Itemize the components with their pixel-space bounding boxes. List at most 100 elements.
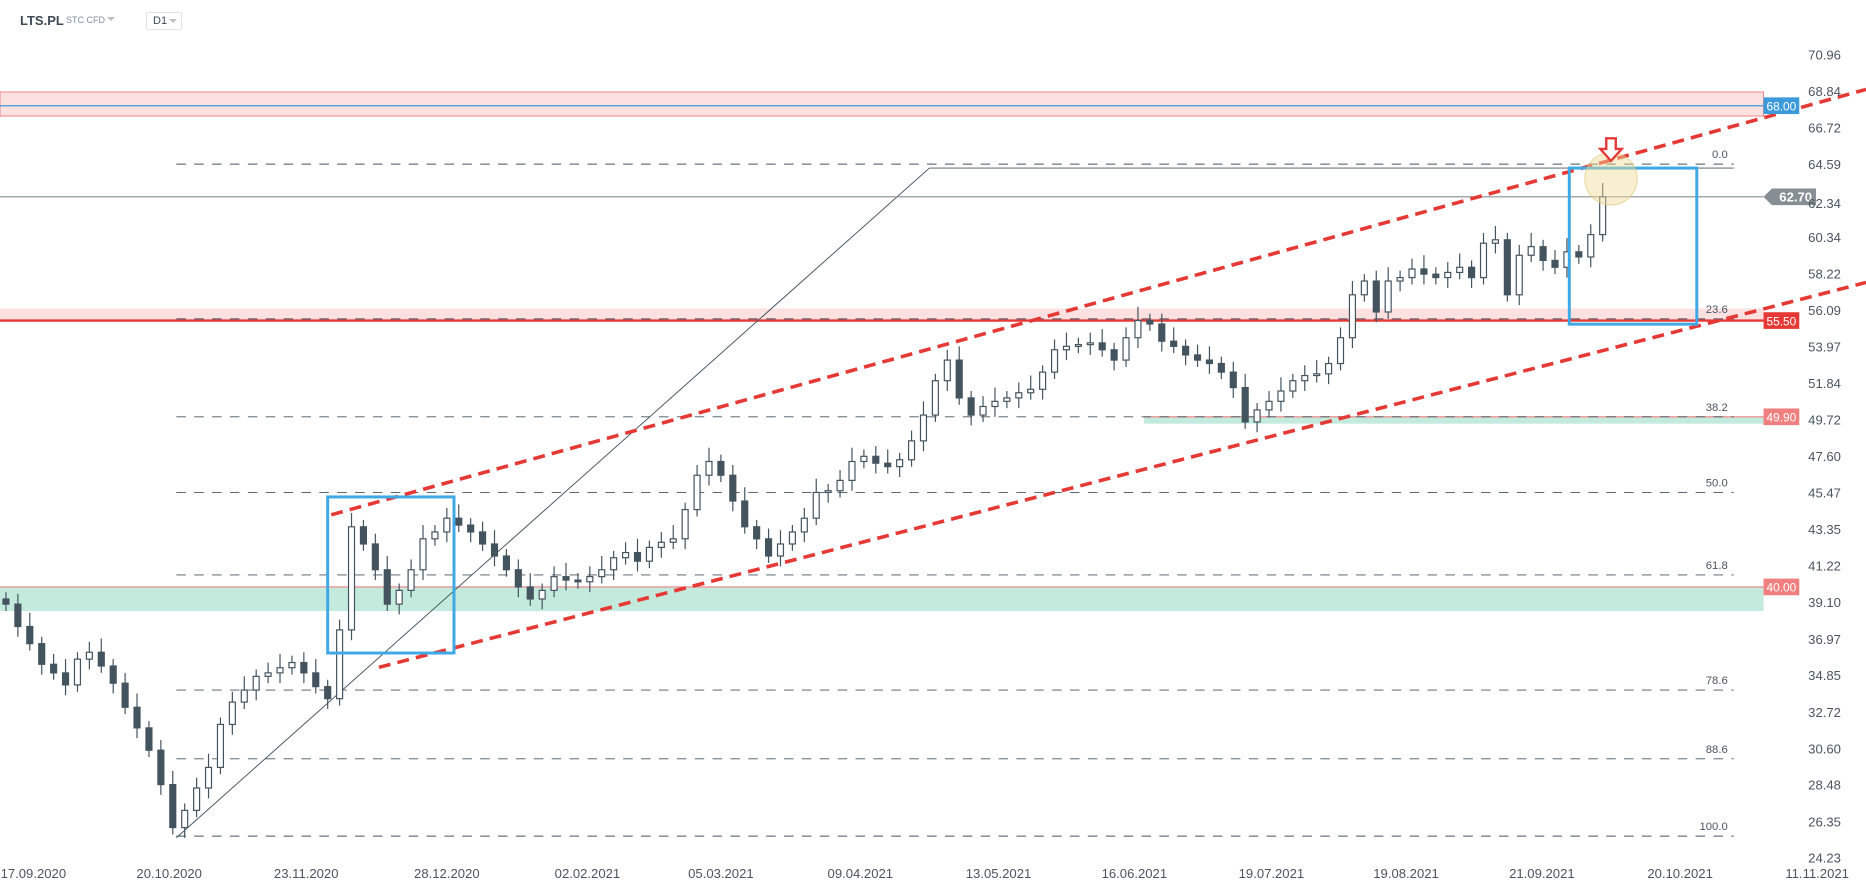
candle[interactable] [884, 449, 892, 474]
candle[interactable] [1241, 373, 1249, 429]
candle[interactable] [431, 525, 439, 546]
candle[interactable] [252, 669, 260, 701]
candle[interactable] [157, 739, 165, 795]
candle[interactable] [622, 542, 630, 565]
candle[interactable] [1313, 360, 1321, 383]
candle[interactable] [919, 401, 928, 452]
candle[interactable] [1170, 327, 1178, 354]
candle[interactable] [836, 470, 844, 498]
candle[interactable] [991, 387, 999, 417]
candle[interactable] [526, 573, 534, 606]
candle[interactable] [967, 391, 975, 426]
candle[interactable] [1325, 356, 1333, 385]
candle[interactable] [1110, 342, 1118, 371]
candle[interactable] [395, 583, 403, 615]
instrument-type[interactable]: STC CFD [66, 15, 105, 25]
candle[interactable] [598, 556, 606, 584]
candle[interactable] [97, 638, 105, 673]
candle[interactable] [860, 449, 868, 469]
candle[interactable] [538, 583, 546, 610]
candle[interactable] [1027, 375, 1035, 400]
candle[interactable] [336, 619, 344, 706]
timeframe-select[interactable]: D1 [146, 12, 182, 30]
candle[interactable] [955, 346, 963, 405]
candle[interactable] [1348, 281, 1357, 349]
candle[interactable] [896, 452, 904, 477]
candle[interactable] [1229, 361, 1237, 398]
candle[interactable] [1551, 250, 1559, 275]
highlight-box-right[interactable] [1567, 166, 1699, 326]
candle[interactable] [312, 659, 320, 694]
candle[interactable] [657, 531, 665, 558]
candle[interactable] [1122, 327, 1130, 367]
candle[interactable] [490, 530, 499, 567]
candle[interactable] [383, 556, 391, 612]
candle[interactable] [181, 803, 189, 838]
candle[interactable] [288, 655, 296, 675]
candle[interactable] [1134, 306, 1142, 349]
candle[interactable] [800, 507, 808, 543]
candle[interactable] [1265, 391, 1273, 417]
candle[interactable] [2, 592, 10, 612]
highlight-box-left[interactable] [326, 495, 456, 655]
candle[interactable] [514, 559, 522, 598]
candle[interactable] [848, 447, 856, 491]
candle[interactable] [1289, 373, 1297, 398]
candle[interactable] [371, 533, 379, 581]
candle[interactable] [1515, 244, 1523, 306]
candle[interactable] [145, 720, 153, 758]
candle[interactable] [169, 770, 177, 835]
candle[interactable] [1384, 267, 1392, 319]
candle[interactable] [788, 525, 796, 551]
candle[interactable] [443, 507, 451, 543]
candle[interactable] [455, 504, 463, 532]
candle[interactable] [705, 447, 713, 486]
candle[interactable] [324, 679, 332, 709]
candle[interactable] [681, 502, 689, 550]
candle[interactable] [479, 521, 487, 551]
candle[interactable] [264, 662, 272, 684]
candle[interactable] [1003, 391, 1011, 409]
candle[interactable] [1527, 232, 1535, 263]
channel-upper-line[interactable] [330, 87, 1866, 517]
candle[interactable] [872, 446, 880, 474]
candle[interactable] [240, 676, 248, 709]
candle[interactable] [633, 538, 642, 572]
candle[interactable] [943, 349, 951, 392]
candle[interactable] [204, 753, 213, 799]
candle[interactable] [1491, 226, 1499, 254]
channel-lower-line[interactable] [378, 280, 1866, 670]
candle[interactable] [359, 519, 368, 551]
candle[interactable] [1539, 239, 1547, 271]
candle[interactable] [1217, 356, 1225, 379]
candle[interactable] [812, 478, 820, 526]
candle[interactable] [276, 653, 284, 684]
candle[interactable] [1182, 339, 1190, 366]
candle[interactable] [1086, 332, 1094, 355]
candle[interactable] [741, 487, 749, 534]
candle[interactable] [1408, 258, 1416, 285]
candle[interactable] [38, 636, 46, 675]
candle[interactable] [1062, 332, 1071, 361]
candle[interactable] [14, 593, 22, 637]
candle[interactable] [1479, 232, 1488, 285]
candle[interactable] [61, 659, 70, 696]
candle[interactable] [717, 454, 725, 483]
candle[interactable] [347, 513, 356, 641]
candle[interactable] [1420, 255, 1428, 285]
candle[interactable] [1277, 377, 1285, 412]
candle[interactable] [1587, 224, 1595, 268]
candle[interactable] [502, 549, 510, 577]
candle[interactable] [1432, 267, 1440, 285]
candle[interactable] [1599, 183, 1607, 242]
candle[interactable] [824, 483, 832, 503]
candle[interactable] [562, 562, 570, 591]
candle[interactable] [407, 559, 415, 598]
candle[interactable] [1301, 365, 1309, 392]
candle[interactable] [1205, 346, 1214, 374]
candle[interactable] [50, 653, 58, 680]
candle[interactable] [467, 518, 475, 543]
candle[interactable] [1372, 270, 1380, 323]
candle[interactable] [216, 717, 225, 775]
